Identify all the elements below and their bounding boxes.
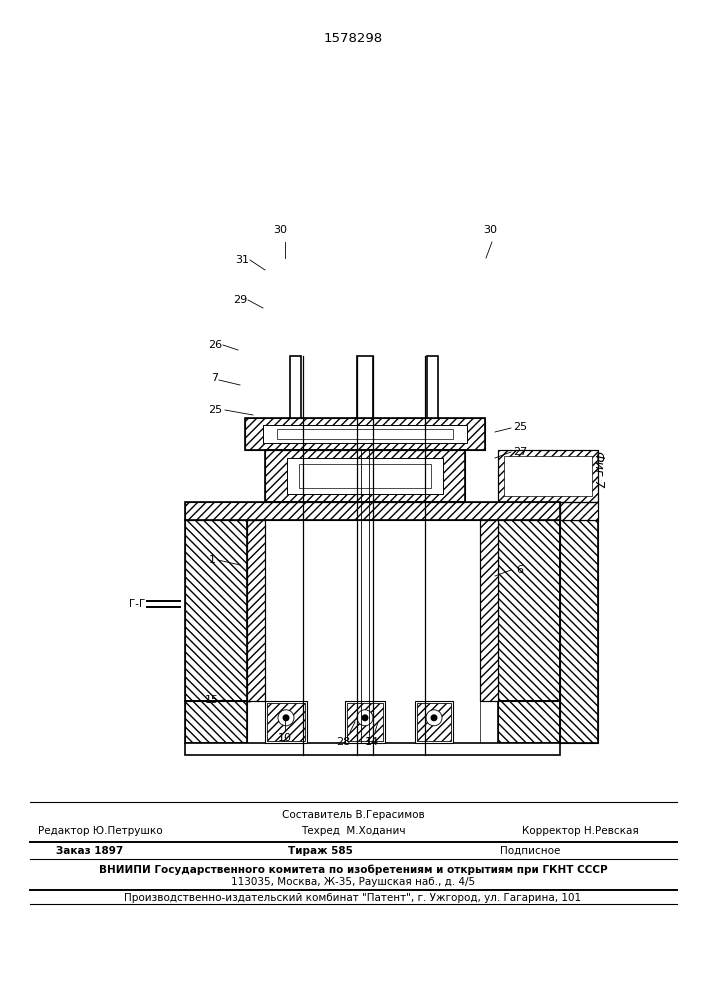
Bar [185, 743, 560, 755]
Text: Подписное: Подписное [500, 846, 560, 856]
Bar [498, 450, 598, 502]
Text: Заказ 1897: Заказ 1897 [57, 846, 124, 856]
Bar [560, 520, 598, 743]
Text: 1578298: 1578298 [323, 31, 382, 44]
Bar [417, 703, 451, 741]
Bar [265, 450, 465, 502]
Text: Корректор Н.Ревская: Корректор Н.Ревская [522, 826, 638, 836]
Circle shape [283, 714, 289, 721]
Bar [265, 450, 465, 502]
Bar [267, 703, 305, 741]
Text: 14: 14 [365, 737, 379, 747]
Circle shape [426, 710, 442, 726]
Bar [277, 429, 453, 439]
Text: 10: 10 [278, 733, 292, 743]
Text: 6: 6 [517, 565, 523, 575]
Bar [263, 425, 467, 443]
Bar [185, 502, 560, 520]
Text: 27: 27 [513, 447, 527, 457]
Bar [480, 520, 498, 701]
Circle shape [361, 714, 368, 721]
Bar [357, 356, 373, 418]
Text: Г-Г: Г-Г [129, 599, 145, 609]
Text: 25: 25 [513, 422, 527, 432]
Text: 29: 29 [233, 295, 247, 305]
Bar [287, 458, 443, 494]
Bar [347, 703, 383, 741]
Bar [185, 520, 247, 701]
Bar [498, 701, 560, 743]
Bar [185, 701, 247, 743]
Text: Техред  М.Ходанич: Техред М.Ходанич [300, 826, 405, 836]
Text: 30: 30 [483, 225, 497, 235]
Text: Тираж 585: Тираж 585 [288, 846, 352, 856]
Bar [265, 701, 307, 743]
Bar [347, 703, 383, 741]
Text: Составитель В.Герасимов: Составитель В.Герасимов [281, 810, 424, 820]
Text: 25: 25 [208, 405, 222, 415]
Circle shape [431, 714, 438, 721]
Bar [265, 520, 480, 743]
Bar [245, 418, 485, 450]
Text: 15: 15 [205, 695, 219, 705]
Text: 28: 28 [336, 737, 350, 747]
Bar [560, 520, 598, 743]
Text: 26: 26 [208, 340, 222, 350]
Bar [560, 502, 598, 520]
Bar [345, 701, 385, 743]
Bar [560, 502, 598, 520]
Bar [185, 520, 247, 701]
Bar [498, 450, 598, 502]
Bar [299, 464, 431, 488]
Text: Фиг.7: Фиг.7 [592, 451, 604, 489]
Bar [417, 703, 451, 741]
Bar [290, 356, 301, 418]
Bar [247, 520, 265, 701]
Text: 30: 30 [273, 225, 287, 235]
Text: Редактор Ю.Петрушко: Редактор Ю.Петрушко [37, 826, 163, 836]
Bar [185, 502, 560, 520]
Text: 1: 1 [209, 555, 216, 565]
Bar [498, 520, 560, 701]
Bar [267, 703, 305, 741]
Bar [247, 520, 265, 701]
Text: 31: 31 [235, 255, 249, 265]
Circle shape [357, 710, 373, 726]
Text: Производственно-издательский комбинат "Патент", г. Ужгород, ул. Гагарина, 101: Производственно-издательский комбинат "П… [124, 893, 582, 903]
Bar [415, 701, 453, 743]
Bar [498, 520, 560, 701]
Bar [185, 701, 247, 743]
Bar [480, 520, 498, 701]
Circle shape [278, 710, 294, 726]
Bar [245, 418, 485, 450]
Bar [504, 456, 592, 496]
Bar [427, 356, 438, 418]
Bar [498, 701, 560, 743]
Text: 7: 7 [211, 373, 218, 383]
Text: 113035, Москва, Ж-35, Раушская наб., д. 4/5: 113035, Москва, Ж-35, Раушская наб., д. … [231, 877, 475, 887]
Text: ВНИИПИ Государственного комитета по изобретениям и открытиям при ГКНТ СССР: ВНИИПИ Государственного комитета по изоб… [99, 865, 607, 875]
